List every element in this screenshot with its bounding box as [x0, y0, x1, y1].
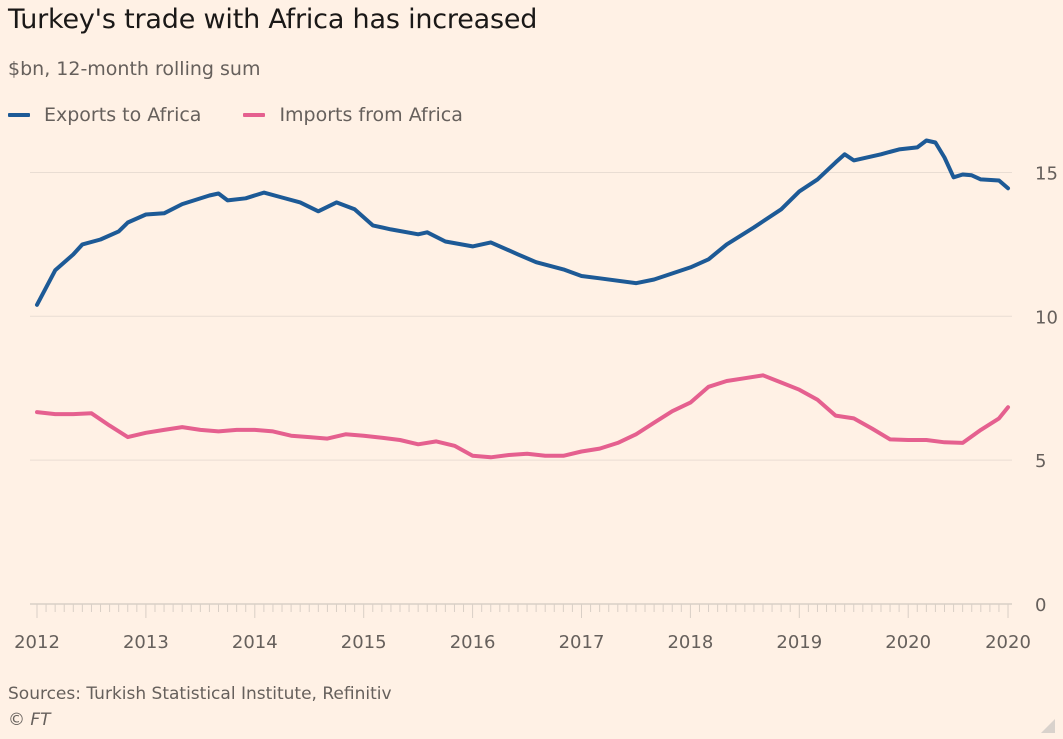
y-tick-label: 5 — [1035, 451, 1046, 472]
x-tick-label: 2020 — [985, 632, 1031, 653]
chart-subtitle: $bn, 12-month rolling sum — [8, 58, 261, 80]
gridlines — [30, 171, 1012, 461]
legend-item-imports: Imports from Africa — [243, 104, 463, 126]
x-tick-label: 2013 — [123, 632, 169, 653]
x-tick-label: 2012 — [14, 632, 60, 653]
series-lines — [35, 138, 1010, 460]
legend-item-exports: Exports to Africa — [8, 104, 201, 126]
copyright: © FT — [8, 710, 51, 730]
legend-swatch-imports — [243, 113, 266, 117]
x-axis: 2012 2013 2014 2015 2016 2017 2018 2019 2020 2020 — [14, 603, 1031, 653]
y-tick-label: 0 — [1035, 595, 1046, 616]
x-tick-label: 2014 — [232, 632, 278, 653]
y-axis: 0 5 10 15 — [1035, 163, 1058, 616]
y-tick-label: 10 — [1035, 307, 1058, 328]
x-tick-label: 2019 — [776, 632, 822, 653]
source-note: Sources: Turkish Statistical Institute, … — [8, 684, 392, 704]
x-tick-label: 2016 — [450, 632, 496, 653]
x-tick-label: 2018 — [667, 632, 713, 653]
exports-line — [35, 138, 1010, 307]
x-tick-label: 2017 — [559, 632, 605, 653]
legend-label-exports: Exports to Africa — [44, 104, 202, 126]
resize-handle-icon — [1041, 719, 1055, 733]
x-tick-label: 2015 — [341, 632, 387, 653]
y-tick-label: 15 — [1035, 163, 1058, 184]
chart-title: Turkey's trade with Africa has increased — [8, 4, 538, 35]
x-tick-label: 2020 — [885, 632, 931, 653]
legend: Exports to Africa Imports from Africa — [8, 104, 505, 126]
legend-label-imports: Imports from Africa — [279, 104, 463, 126]
imports-line — [35, 373, 1010, 460]
legend-swatch-exports — [8, 113, 30, 117]
